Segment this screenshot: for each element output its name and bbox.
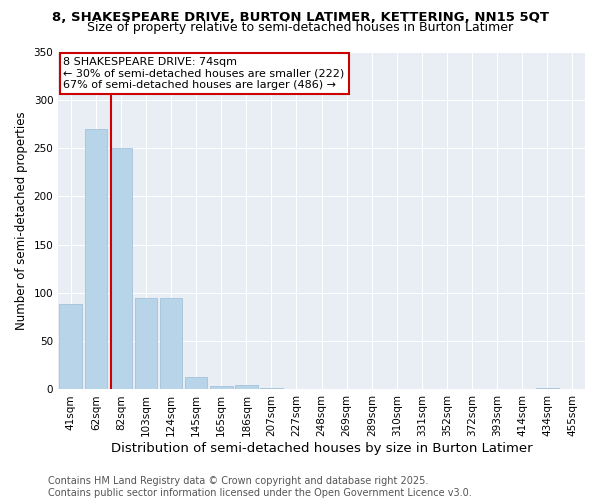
Bar xyxy=(160,298,182,390)
Bar xyxy=(536,388,559,390)
Y-axis label: Number of semi-detached properties: Number of semi-detached properties xyxy=(15,111,28,330)
Bar xyxy=(210,386,233,390)
Text: Contains HM Land Registry data © Crown copyright and database right 2025.
Contai: Contains HM Land Registry data © Crown c… xyxy=(48,476,472,498)
Bar xyxy=(110,148,132,390)
Bar xyxy=(134,298,157,390)
Text: 8, SHAKESPEARE DRIVE, BURTON LATIMER, KETTERING, NN15 5QT: 8, SHAKESPEARE DRIVE, BURTON LATIMER, KE… xyxy=(52,11,548,24)
Bar xyxy=(235,384,257,390)
Text: Size of property relative to semi-detached houses in Burton Latimer: Size of property relative to semi-detach… xyxy=(87,21,513,34)
Bar xyxy=(59,304,82,390)
Text: 8 SHAKESPEARE DRIVE: 74sqm
← 30% of semi-detached houses are smaller (222)
67% o: 8 SHAKESPEARE DRIVE: 74sqm ← 30% of semi… xyxy=(64,56,344,90)
X-axis label: Distribution of semi-detached houses by size in Burton Latimer: Distribution of semi-detached houses by … xyxy=(111,442,532,455)
Bar xyxy=(185,377,208,390)
Bar xyxy=(85,128,107,390)
Bar xyxy=(260,388,283,390)
